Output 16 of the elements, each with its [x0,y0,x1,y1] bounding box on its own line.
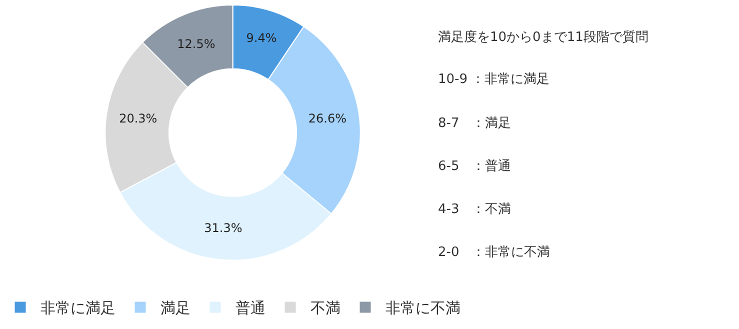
data-label: 20.3% [119,111,158,126]
text: 満足度を10から0まで11段階で質問 [438,29,648,45]
legend-label: 非常に不満 [385,299,460,318]
text: 10-9 ：非常に満足 [438,72,550,87]
legend-label: 満足 [160,299,190,318]
text: 8-7 ：満足 [438,116,512,131]
data-label: 9.4% [246,31,277,46]
text: 4-3 ：不満 [438,202,512,217]
text: 6-5 ：普通 [438,158,512,174]
legend-label: 普通 [235,299,266,318]
legend-label: 不満 [310,299,340,318]
data-label: 12.5% [177,37,216,52]
data-label: 31.3% [204,220,242,235]
text: 2-0 ：非常に不満 [438,245,550,260]
data-label: 26.6% [308,112,347,126]
legend-label: 非常に満足 [40,299,116,318]
